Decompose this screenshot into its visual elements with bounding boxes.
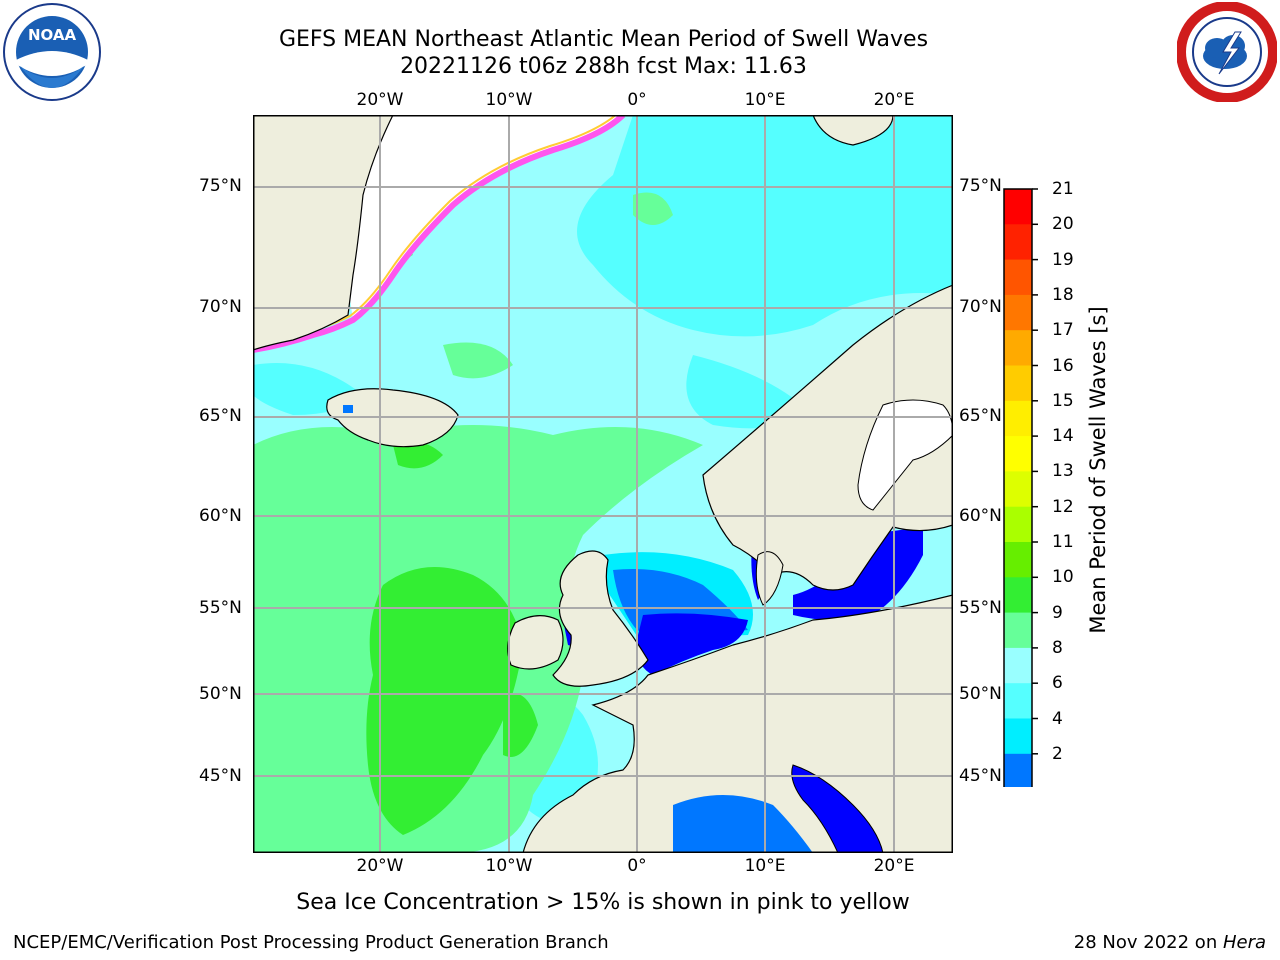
lat-label-right-55n: 55°N (959, 598, 1002, 618)
map-grid (253, 115, 953, 853)
colorbar-tick-label: 8 (1052, 637, 1063, 658)
footer-credit: NCEP/EMC/Verification Post Processing Pr… (13, 932, 609, 953)
noaa-logo-text: NOAA (28, 26, 77, 44)
colorbar-tick-label: 2 (1052, 743, 1063, 764)
sea-ice-edge (253, 115, 626, 353)
colorbar-segment (1004, 365, 1032, 402)
bothnia-ice (857, 399, 953, 511)
colorbar-tick-label: 21 (1052, 179, 1074, 199)
svalbard-land (812, 115, 894, 146)
colorbar-tick-label: 20 (1052, 214, 1074, 235)
colorbar-tick-label: 6 (1052, 673, 1063, 694)
colorbar-tick-label: 14 (1052, 426, 1074, 447)
lon-label-top-10w: 10°W (485, 90, 533, 110)
colorbar (1003, 188, 1038, 787)
colorbar-tick-label: 18 (1052, 284, 1074, 305)
lon-label-bottom-20e: 20°E (873, 856, 915, 876)
lon-label-bottom-10e: 10°E (744, 856, 786, 876)
lat-label-left-50n: 50°N (199, 684, 242, 704)
lat-label-left-70n: 70°N (199, 297, 242, 317)
colorbar-segment (1004, 400, 1032, 437)
colorbar-tick-label: 13 (1052, 461, 1074, 482)
colorbar-tick-label: 16 (1052, 355, 1074, 376)
colorbar-tick-label: 12 (1052, 496, 1074, 517)
lon-label-top-20w: 20°W (356, 90, 404, 110)
lat-label-right-50n: 50°N (959, 684, 1002, 704)
colorbar-label: Mean Period of Swell Waves [s] (1086, 306, 1110, 634)
iceland-bay-swell (343, 405, 353, 413)
great-britain-land (552, 550, 649, 687)
colorbar-segment (1004, 471, 1032, 508)
adriatic-sea (791, 764, 884, 853)
colorbar-tick-label: 19 (1052, 249, 1074, 270)
sea-ice-area (348, 115, 623, 320)
denmark-land (755, 551, 784, 606)
lat-label-left-75n: 75°N (199, 176, 242, 196)
noaa-logo: NOAA (3, 3, 101, 101)
colorbar-segment (1004, 436, 1032, 472)
lon-label-bottom-0: 0° (627, 856, 647, 876)
lat-label-right-70n: 70°N (959, 297, 1002, 317)
map-title: GEFS MEAN Northeast Atlantic Mean Period… (278, 27, 929, 52)
lon-label-bottom-20w: 20°W (356, 856, 404, 876)
swell-10-11-zones (366, 441, 538, 835)
colorbar-segment (1004, 647, 1032, 684)
lon-label-top-20e: 20°E (873, 90, 915, 110)
sea-ice-caption-text: Sea Ice Concentration > 15% is shown in … (296, 890, 910, 915)
colorbar-segment (1004, 753, 1032, 787)
colorbar-tick-label: 11 (1052, 532, 1074, 552)
colorbar-tick-label: 9 (1052, 602, 1063, 623)
colorbar-segment (1004, 542, 1032, 578)
colorbar-tick-label: 10 (1052, 567, 1074, 588)
footer-date: 28 Nov 2022 on Hera (1074, 932, 1266, 953)
mediterranean-sea (673, 795, 813, 853)
colorbar-segment (1004, 506, 1032, 543)
lat-label-right-75n: 75°N (959, 176, 1002, 196)
lat-label-left-65n: 65°N (199, 406, 242, 426)
lat-label-right-60n: 60°N (959, 506, 1002, 526)
colorbar-segment (1004, 259, 1032, 296)
colorbar-tick-label: 4 (1052, 708, 1063, 729)
lon-label-top-10e: 10°E (744, 90, 786, 110)
lat-label-left-55n: 55°N (199, 598, 242, 618)
colorbar-tick-label: 17 (1052, 320, 1074, 341)
lat-label-right-45n: 45°N (959, 766, 1002, 786)
map-subtitle: 20221126 t06z 288h fcst Max: 11.63 (400, 54, 807, 79)
colorbar-segment (1004, 189, 1032, 225)
greenland-land (253, 115, 394, 351)
lat-label-left-60n: 60°N (199, 506, 242, 526)
nws-logo (1177, 2, 1277, 102)
map-frame (253, 115, 953, 853)
footer-machine: Hera (1222, 932, 1266, 953)
lon-label-bottom-10w: 10°W (485, 856, 533, 876)
map-panel (253, 115, 953, 853)
ireland-land (507, 615, 564, 670)
colorbar-frame (1003, 188, 1033, 787)
lon-label-top-0: 0° (627, 90, 647, 110)
sea-ice-caption: Sea Ice Concentration > 15% is shown in … (0, 890, 1280, 915)
colorbar-segment (1004, 577, 1032, 614)
colorbar-segment (1004, 294, 1032, 331)
footer-date-text: 28 Nov 2022 on (1073, 932, 1223, 953)
colorbar-segment (1004, 224, 1032, 261)
colorbar-segment (1004, 612, 1032, 649)
colorbar-segment (1004, 683, 1032, 719)
lat-label-right-65n: 65°N (959, 406, 1002, 426)
lat-label-left-45n: 45°N (199, 766, 242, 786)
colorbar-segment (1004, 718, 1032, 755)
colorbar-segment (1004, 330, 1032, 366)
swell-period-map (253, 115, 953, 853)
continental-europe-land (522, 594, 953, 853)
colorbar-tick-label: 15 (1052, 390, 1074, 411)
